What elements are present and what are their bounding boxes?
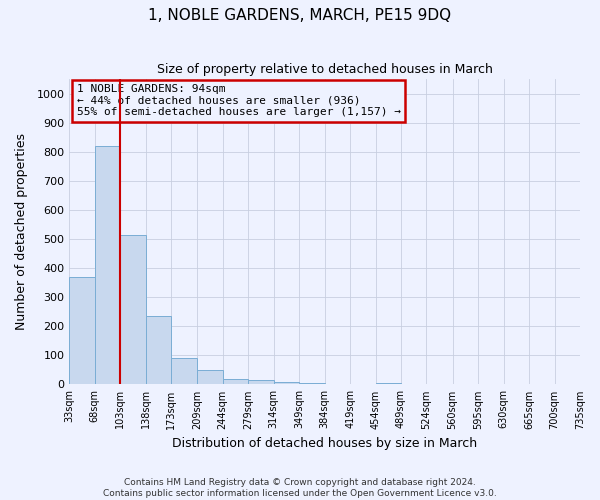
- Bar: [223, 378, 248, 384]
- Bar: [146, 316, 171, 384]
- Bar: [120, 235, 146, 384]
- Bar: [248, 380, 274, 384]
- Bar: [299, 383, 325, 384]
- Bar: [171, 358, 197, 384]
- Bar: [197, 370, 223, 384]
- Bar: [376, 383, 401, 384]
- Text: Contains HM Land Registry data © Crown copyright and database right 2024.
Contai: Contains HM Land Registry data © Crown c…: [103, 478, 497, 498]
- X-axis label: Distribution of detached houses by size in March: Distribution of detached houses by size …: [172, 437, 477, 450]
- Text: 1, NOBLE GARDENS, MARCH, PE15 9DQ: 1, NOBLE GARDENS, MARCH, PE15 9DQ: [148, 8, 452, 22]
- Y-axis label: Number of detached properties: Number of detached properties: [15, 134, 28, 330]
- Bar: [69, 277, 95, 384]
- Text: 1 NOBLE GARDENS: 94sqm
← 44% of detached houses are smaller (936)
55% of semi-de: 1 NOBLE GARDENS: 94sqm ← 44% of detached…: [77, 84, 401, 117]
- Bar: [95, 146, 120, 384]
- Bar: [274, 382, 299, 384]
- Title: Size of property relative to detached houses in March: Size of property relative to detached ho…: [157, 62, 493, 76]
